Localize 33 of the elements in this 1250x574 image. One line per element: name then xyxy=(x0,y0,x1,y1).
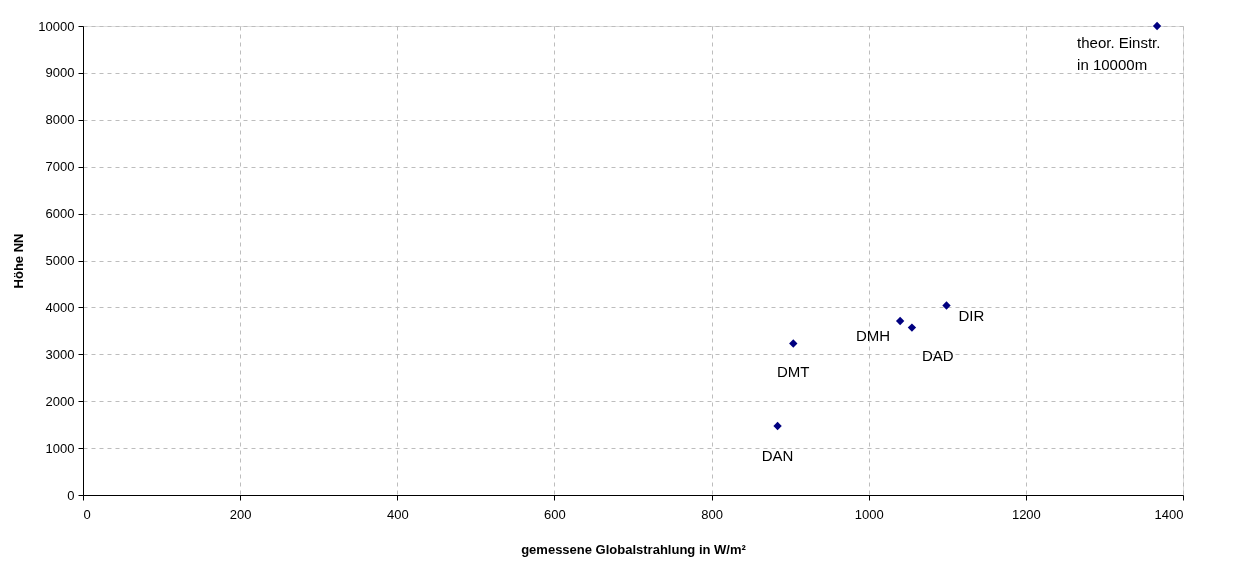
x-tick-label: 800 xyxy=(701,506,723,522)
x-tick-label: 200 xyxy=(229,506,252,522)
y-axis-title: Höhe NN xyxy=(11,233,27,289)
point xyxy=(773,421,782,431)
y-tick-label: 10000 xyxy=(38,18,75,34)
x-tick-label: 1000 xyxy=(854,506,884,522)
point xyxy=(789,339,798,348)
y-tick-label: 0 xyxy=(67,487,75,503)
x-tick-label: 0 xyxy=(83,506,91,522)
y-tick-label: 7000 xyxy=(45,159,75,175)
point xyxy=(942,301,951,310)
annotation: DAD xyxy=(921,346,954,364)
annotation: theor. Einstr. in 10000m xyxy=(1077,34,1161,73)
y-tick-label: 2000 xyxy=(45,393,75,409)
x-tick-label: 1200 xyxy=(1011,506,1041,522)
annotation: DMT xyxy=(777,362,810,380)
point xyxy=(1152,21,1162,31)
x-tick-label: 600 xyxy=(544,506,566,522)
y-tick-label: 3000 xyxy=(45,346,75,362)
y-tick-label: 9000 xyxy=(45,65,75,81)
x-axis-title: gemessene Globalstrahlung in W/m² xyxy=(521,541,747,557)
annotation: DMH xyxy=(855,327,891,344)
y-tick-label: 5000 xyxy=(45,253,75,268)
annotation: DIR xyxy=(958,306,985,324)
x-tick-label: 1400 xyxy=(1154,506,1184,522)
y-tick-label: 8000 xyxy=(45,112,75,128)
point xyxy=(895,316,905,326)
x-tick-label: 400 xyxy=(386,506,409,522)
y-tick-label: 6000 xyxy=(45,206,75,222)
y-tick-label: 4000 xyxy=(45,299,75,315)
y-tick-label: 1000 xyxy=(45,440,75,456)
annotation: DAN xyxy=(761,447,794,465)
point xyxy=(907,323,917,332)
